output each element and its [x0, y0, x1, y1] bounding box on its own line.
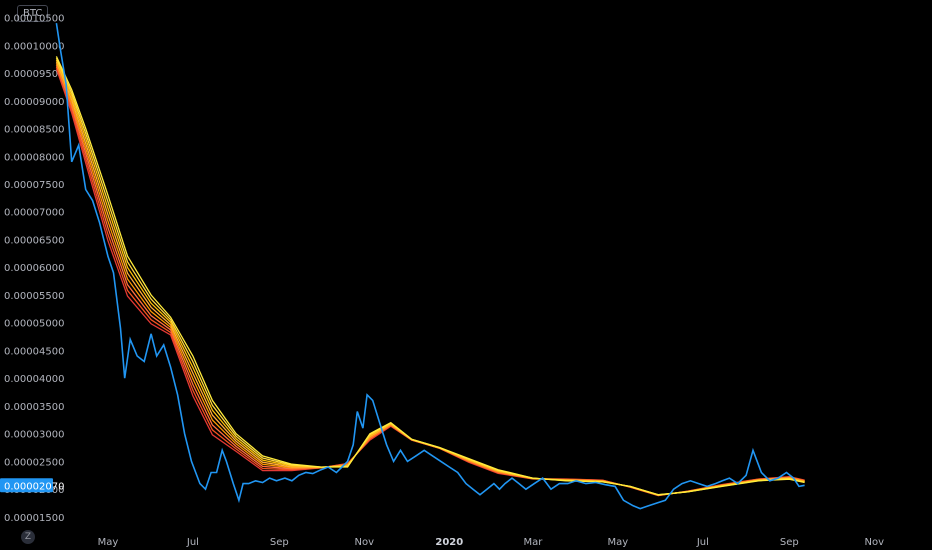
x-tick-label: 2020	[435, 537, 463, 548]
ribbon-line	[55, 64, 805, 496]
ribbon-line	[55, 61, 805, 496]
ribbon-line	[55, 63, 805, 496]
x-tick-label: Sep	[780, 537, 799, 548]
y-tick-label: 0.00003000	[4, 430, 64, 441]
y-tick-label: 0.00009000	[4, 97, 64, 108]
symbol-badge[interactable]: BTC	[17, 5, 49, 22]
ribbon-line	[55, 57, 805, 496]
y-tick-label: 0.00004500	[4, 346, 64, 357]
price-line	[55, 22, 805, 510]
y-tick-label: 0.00007000	[4, 208, 64, 219]
x-tick-label: Sep	[270, 537, 289, 548]
x-tick-label: Nov	[355, 537, 375, 548]
ribbon-line	[55, 59, 805, 496]
last-price-marker: 0.00002070	[0, 478, 64, 493]
y-axis: 0.00010500 0.00010000 0.00009500 0.00009000…	[4, 14, 64, 524]
x-tick-label: May	[608, 537, 629, 548]
last-price-label: 0.00002070	[4, 481, 64, 492]
x-tick-label: Mar	[523, 537, 543, 548]
y-tick-label: 0.00008500	[4, 125, 64, 136]
y-tick-label: 0.00008000	[4, 152, 64, 163]
x-tick-label: Jul	[696, 537, 709, 548]
y-tick-label: 0.00007500	[4, 180, 64, 191]
y-tick-label: 0.00003500	[4, 402, 64, 413]
y-tick-label: 0.00010500	[4, 14, 64, 25]
ribbon-line	[55, 66, 805, 497]
y-tick-label: 0.00005000	[4, 319, 64, 330]
y-tick-label: 0.00005500	[4, 291, 64, 302]
y-tick-label: 0.00004000	[4, 374, 64, 385]
x-axis: May Jul Sep Nov 2020 Mar May Jul Sep Nov	[98, 537, 884, 548]
y-tick-label: 0.00006500	[4, 235, 64, 246]
x-tick-label: May	[98, 537, 119, 548]
ribbon-line	[55, 56, 805, 496]
tradingview-logo-icon[interactable]: Z	[21, 530, 35, 544]
moving-average-ribbon	[55, 56, 805, 497]
y-tick-label: 0.00001500	[4, 513, 64, 524]
x-tick-label: Nov	[865, 537, 885, 548]
y-tick-label: 0.00009500	[4, 69, 64, 80]
y-tick-label: 0.00006000	[4, 263, 64, 274]
y-tick-label: 0.00010000	[4, 41, 64, 52]
y-tick-label: 0.00002500	[4, 457, 64, 468]
ribbon-line	[55, 68, 805, 497]
x-tick-label: Jul	[186, 537, 199, 548]
